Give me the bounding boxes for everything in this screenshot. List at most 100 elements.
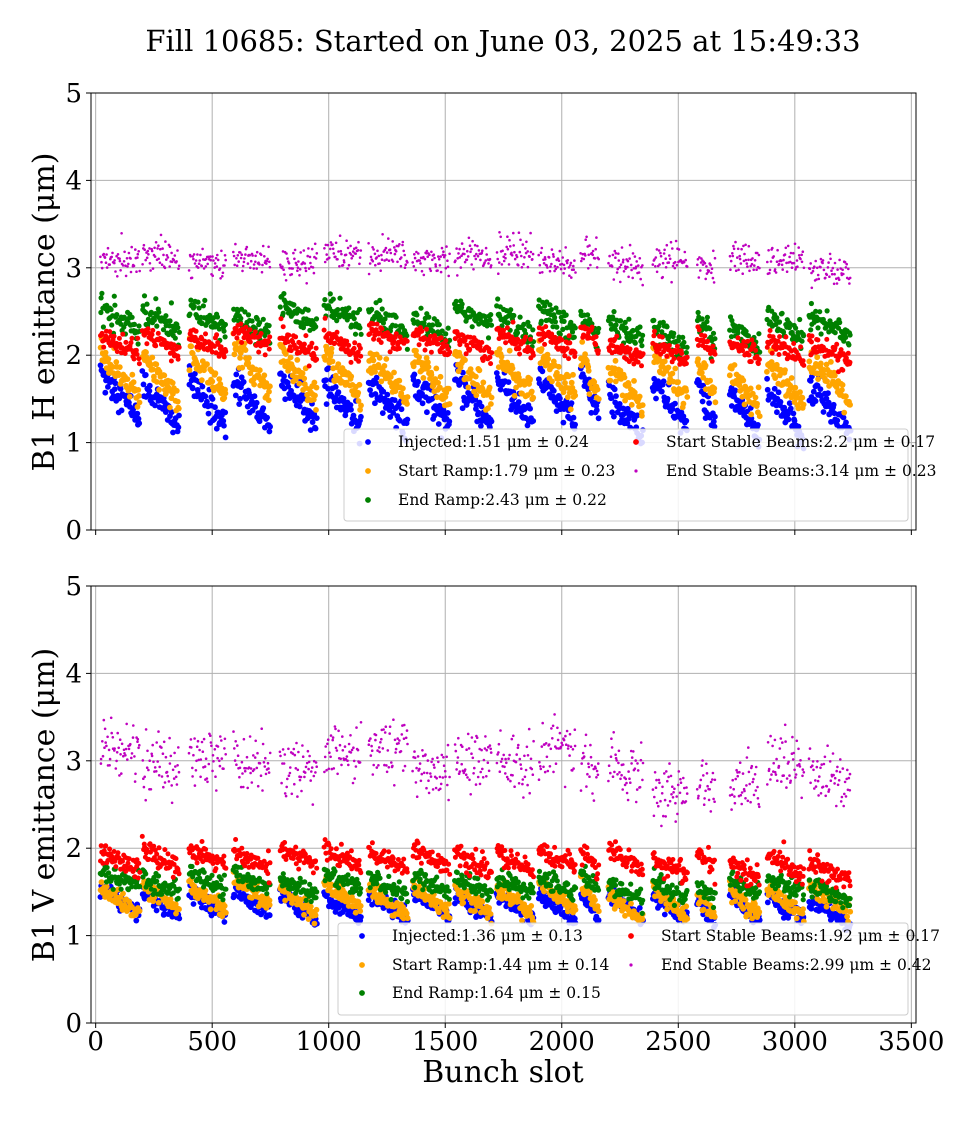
end-stable-point: [734, 265, 737, 268]
start-ramp-point: [153, 361, 159, 367]
end-stable-point: [819, 266, 822, 269]
end-stable-point: [394, 253, 397, 256]
end-stable-point: [340, 250, 343, 253]
end-stable-point: [748, 245, 751, 248]
injected-point: [202, 393, 208, 399]
end-ramp-point: [685, 345, 690, 350]
end-stable-point: [816, 267, 819, 270]
end-stable-point: [614, 256, 617, 259]
end-stable-point: [306, 255, 309, 258]
end-stable-point: [841, 269, 844, 272]
end-stable-point: [712, 277, 715, 280]
start-stable-point: [567, 340, 572, 345]
end-stable-point: [529, 232, 532, 235]
start-ramp-point: [400, 386, 406, 392]
end-stable-point: [119, 269, 122, 272]
end-stable-point: [147, 250, 150, 253]
end-stable-point: [315, 257, 318, 260]
end-stable-point: [556, 266, 559, 269]
end-stable-point: [266, 258, 269, 261]
injected-point: [112, 386, 118, 392]
start-stable-point: [770, 351, 775, 356]
start-ramp-point: [405, 394, 411, 400]
start-stable-point: [488, 361, 493, 366]
end-stable-point: [241, 253, 244, 256]
start-stable-point: [641, 351, 646, 356]
end-stable-point: [194, 262, 197, 265]
end-ramp-point: [777, 319, 782, 324]
start-ramp-point: [512, 393, 518, 399]
start-stable-point: [566, 356, 571, 361]
end-stable-point: [505, 246, 508, 249]
end-ramp-point: [774, 315, 779, 320]
end-stable-point: [396, 261, 399, 264]
end-stable-point: [511, 254, 514, 257]
end-stable-point: [400, 265, 403, 268]
start-stable-point: [810, 334, 815, 339]
end-stable-point: [751, 257, 754, 260]
end-stable-point: [167, 256, 170, 259]
end-stable-point: [135, 270, 138, 273]
start-stable-point: [247, 327, 252, 332]
injected-point: [323, 377, 329, 383]
injected-point: [147, 383, 153, 389]
end-ramp-point: [357, 325, 362, 330]
end-stable-point: [596, 266, 599, 269]
end-stable-point: [498, 231, 501, 234]
start-stable-point: [335, 330, 340, 335]
end-stable-point: [441, 247, 444, 250]
end-stable-point: [696, 264, 699, 267]
end-stable-point: [357, 249, 360, 252]
injected-point: [297, 404, 303, 410]
end-ramp-point: [353, 332, 358, 337]
end-stable-point: [403, 254, 406, 257]
end-stable-point: [212, 259, 215, 262]
end-ramp-point: [530, 327, 535, 332]
end-stable-point: [325, 253, 328, 256]
end-stable-point: [778, 263, 781, 266]
end-stable-point: [766, 261, 769, 264]
end-ramp-point: [167, 318, 172, 323]
end-stable-point: [592, 250, 595, 253]
end-ramp-point: [246, 312, 251, 317]
injected-point: [506, 379, 512, 385]
end-stable-point: [470, 248, 473, 251]
start-ramp-point: [507, 348, 513, 354]
start-ramp-point: [732, 362, 738, 368]
end-stable-point: [672, 265, 675, 268]
injected-point: [653, 396, 659, 402]
start-stable-point: [156, 331, 161, 336]
end-ramp-point: [848, 332, 853, 337]
end-stable-point: [753, 264, 756, 267]
end-stable-point: [732, 245, 735, 248]
end-stable-point: [328, 257, 331, 260]
injected-point: [119, 408, 125, 414]
start-stable-point: [379, 340, 384, 345]
end-stable-point: [295, 264, 298, 267]
end-ramp-point: [144, 302, 149, 307]
end-stable-point: [201, 248, 204, 251]
end-stable-point: [664, 257, 667, 260]
end-stable-point: [444, 254, 447, 257]
end-stable-point: [137, 250, 140, 253]
start-stable-point: [176, 357, 181, 362]
end-ramp-point: [223, 322, 228, 327]
end-stable-point: [435, 265, 438, 268]
end-stable-point: [499, 236, 502, 239]
end-stable-point: [176, 249, 179, 252]
end-stable-point: [474, 244, 477, 247]
end-stable-point: [311, 248, 314, 251]
end-ramp-point: [418, 306, 423, 311]
end-stable-point: [297, 260, 300, 263]
start-stable-point: [302, 342, 307, 347]
injected-point: [267, 912, 273, 918]
start-stable-point: [848, 360, 853, 365]
end-ramp-point: [261, 317, 266, 322]
end-stable-point: [177, 267, 180, 270]
injected-point: [834, 418, 840, 424]
start-stable-point: [314, 357, 319, 362]
end-stable-point: [563, 264, 566, 267]
end-stable-point: [663, 252, 666, 255]
start-stable-point: [150, 328, 155, 333]
start-stable-point: [424, 327, 429, 332]
